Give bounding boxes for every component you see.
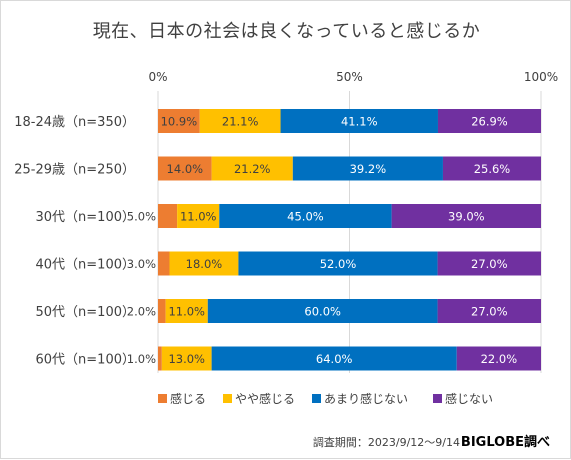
- data-label: 22.0%: [481, 352, 518, 366]
- category-label: 30代（n=100）: [36, 210, 136, 225]
- legend-swatch: [223, 394, 232, 403]
- data-label: 2.0%: [127, 305, 156, 319]
- x-tick-label: 100%: [524, 70, 558, 84]
- category-label: 25-29歳（n=250）: [14, 163, 135, 178]
- x-tick-label: 50%: [336, 70, 363, 84]
- bar-segment: [280, 109, 438, 133]
- data-label: 39.2%: [350, 162, 387, 176]
- bar-segment: [219, 204, 392, 228]
- data-label: 5.0%: [127, 210, 156, 224]
- survey-period: 調査期間：2023/9/12～9/14: [312, 436, 460, 449]
- bar-segment: [158, 251, 170, 276]
- data-label: 11.0%: [180, 210, 217, 224]
- bar-segment: [391, 204, 541, 228]
- data-label: 14.0%: [167, 162, 204, 176]
- legend-label: やや感じる: [235, 391, 295, 406]
- bar-segment: [437, 299, 541, 323]
- data-label: 45.0%: [287, 210, 324, 224]
- data-label: 3.0%: [127, 257, 156, 271]
- bar-segment: [158, 156, 212, 181]
- bar-segment: [177, 204, 220, 228]
- bar-segment: [437, 251, 541, 276]
- data-label: 60.0%: [304, 305, 341, 319]
- data-label: 27.0%: [471, 257, 508, 271]
- bar-segment: [238, 251, 438, 276]
- data-label: 1.0%: [127, 352, 156, 366]
- category-label: 50代（n=100）: [36, 305, 136, 320]
- bar-segment: [292, 156, 443, 181]
- data-label: 18.0%: [186, 257, 223, 271]
- data-label: 21.2%: [234, 162, 271, 176]
- data-label: 27.0%: [471, 305, 508, 319]
- chart-title: 現在、日本の社会は良くなっていると感じるか: [92, 21, 481, 42]
- bar-segment: [158, 346, 162, 371]
- legend-swatch: [158, 394, 167, 403]
- legend-label: 感じない: [445, 391, 493, 406]
- legend-label: あまり感じない: [324, 391, 408, 406]
- category-label: 60代（n=100）: [36, 353, 136, 368]
- legend-swatch: [312, 394, 321, 403]
- bar-segment: [169, 251, 239, 276]
- bar-segment: [207, 299, 438, 323]
- bar-segment: [456, 346, 541, 371]
- data-label: 10.9%: [161, 115, 198, 129]
- data-label: 26.9%: [471, 115, 508, 129]
- bar-segment: [211, 346, 457, 371]
- data-label: 13.0%: [168, 352, 205, 366]
- data-label: 11.0%: [168, 305, 205, 319]
- bar-segment: [158, 299, 166, 323]
- legend-swatch: [433, 394, 442, 403]
- bar-segment: [442, 156, 541, 181]
- x-tick-label: 0%: [148, 70, 167, 84]
- bar-segment: [161, 346, 212, 371]
- bar-segment: [211, 156, 293, 181]
- data-label: 41.1%: [341, 115, 378, 129]
- data-label: 64.0%: [316, 352, 353, 366]
- data-label: 25.6%: [474, 162, 511, 176]
- bar-segment: [158, 109, 200, 133]
- data-label: 39.0%: [448, 210, 485, 224]
- data-label: 21.1%: [222, 115, 259, 129]
- bar-segment: [437, 109, 541, 133]
- category-label: 40代（n=100）: [36, 258, 136, 273]
- data-label: 52.0%: [320, 257, 357, 271]
- brand-credit: BIGLOBE調べ: [460, 435, 550, 450]
- bar-segment: [199, 109, 281, 133]
- bar-segment: [165, 299, 208, 323]
- legend-label: 感じる: [170, 391, 206, 406]
- category-label: 18-24歳（n=350）: [14, 115, 135, 130]
- bar-segment: [158, 204, 178, 228]
